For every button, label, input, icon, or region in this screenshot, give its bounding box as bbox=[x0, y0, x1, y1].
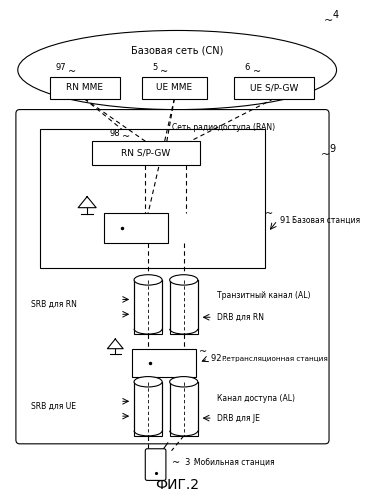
Text: 91 :: 91 : bbox=[280, 216, 296, 225]
Text: ~: ~ bbox=[160, 67, 168, 77]
Text: ~: ~ bbox=[68, 67, 76, 77]
Text: ~: ~ bbox=[323, 16, 333, 26]
Bar bbox=[170, 382, 198, 436]
FancyBboxPatch shape bbox=[145, 449, 166, 480]
Bar bbox=[50, 77, 120, 98]
Text: 3 :: 3 : bbox=[185, 458, 195, 467]
Ellipse shape bbox=[170, 274, 198, 285]
Text: Канал доступа (AL): Канал доступа (AL) bbox=[217, 394, 295, 403]
Text: ~: ~ bbox=[122, 132, 131, 142]
Text: UE S/P-GW: UE S/P-GW bbox=[250, 84, 298, 92]
Ellipse shape bbox=[170, 376, 198, 387]
Bar bbox=[132, 349, 196, 376]
Text: DRB для JE: DRB для JE bbox=[217, 414, 259, 422]
FancyBboxPatch shape bbox=[16, 110, 329, 444]
Ellipse shape bbox=[134, 274, 162, 285]
Ellipse shape bbox=[134, 376, 162, 387]
Text: ~: ~ bbox=[265, 210, 273, 220]
Text: 6: 6 bbox=[245, 62, 250, 72]
Text: 4: 4 bbox=[333, 10, 339, 20]
Bar bbox=[40, 130, 265, 268]
Text: UE MME: UE MME bbox=[156, 84, 192, 92]
Bar bbox=[134, 382, 162, 436]
Text: Базовая станция: Базовая станция bbox=[292, 216, 360, 225]
Text: 92 :: 92 : bbox=[211, 354, 227, 364]
Text: ~: ~ bbox=[253, 67, 261, 77]
Text: ФИГ.2: ФИГ.2 bbox=[155, 478, 199, 492]
Text: DRB для RN: DRB для RN bbox=[217, 312, 264, 322]
Text: SRB для UE: SRB для UE bbox=[31, 402, 76, 410]
Text: Мобильная станция: Мобильная станция bbox=[194, 458, 275, 467]
Text: 97: 97 bbox=[56, 62, 66, 72]
Text: RN MME: RN MME bbox=[66, 84, 103, 92]
Bar bbox=[234, 77, 314, 98]
Text: ~: ~ bbox=[172, 458, 180, 468]
Text: 98: 98 bbox=[110, 129, 120, 138]
Text: ~: ~ bbox=[199, 347, 207, 357]
Bar bbox=[141, 77, 207, 98]
Text: Транзитный канал (AL): Транзитный канал (AL) bbox=[217, 291, 310, 300]
Text: RN S/P-GW: RN S/P-GW bbox=[121, 148, 170, 158]
Text: SRB для RN: SRB для RN bbox=[31, 300, 77, 309]
Bar bbox=[92, 141, 200, 165]
Bar bbox=[104, 214, 168, 243]
Text: Сеть радиодоступа (RAN): Сеть радиодоступа (RAN) bbox=[172, 124, 275, 132]
Text: Ретрансляционная станция: Ретрансляционная станция bbox=[222, 356, 328, 362]
Bar bbox=[134, 280, 162, 334]
Text: ~: ~ bbox=[321, 150, 330, 160]
Ellipse shape bbox=[18, 30, 336, 110]
Text: Базовая сеть (CN): Базовая сеть (CN) bbox=[131, 45, 223, 55]
Bar bbox=[170, 280, 198, 334]
Text: 5: 5 bbox=[152, 62, 157, 72]
Text: 9: 9 bbox=[330, 144, 336, 154]
